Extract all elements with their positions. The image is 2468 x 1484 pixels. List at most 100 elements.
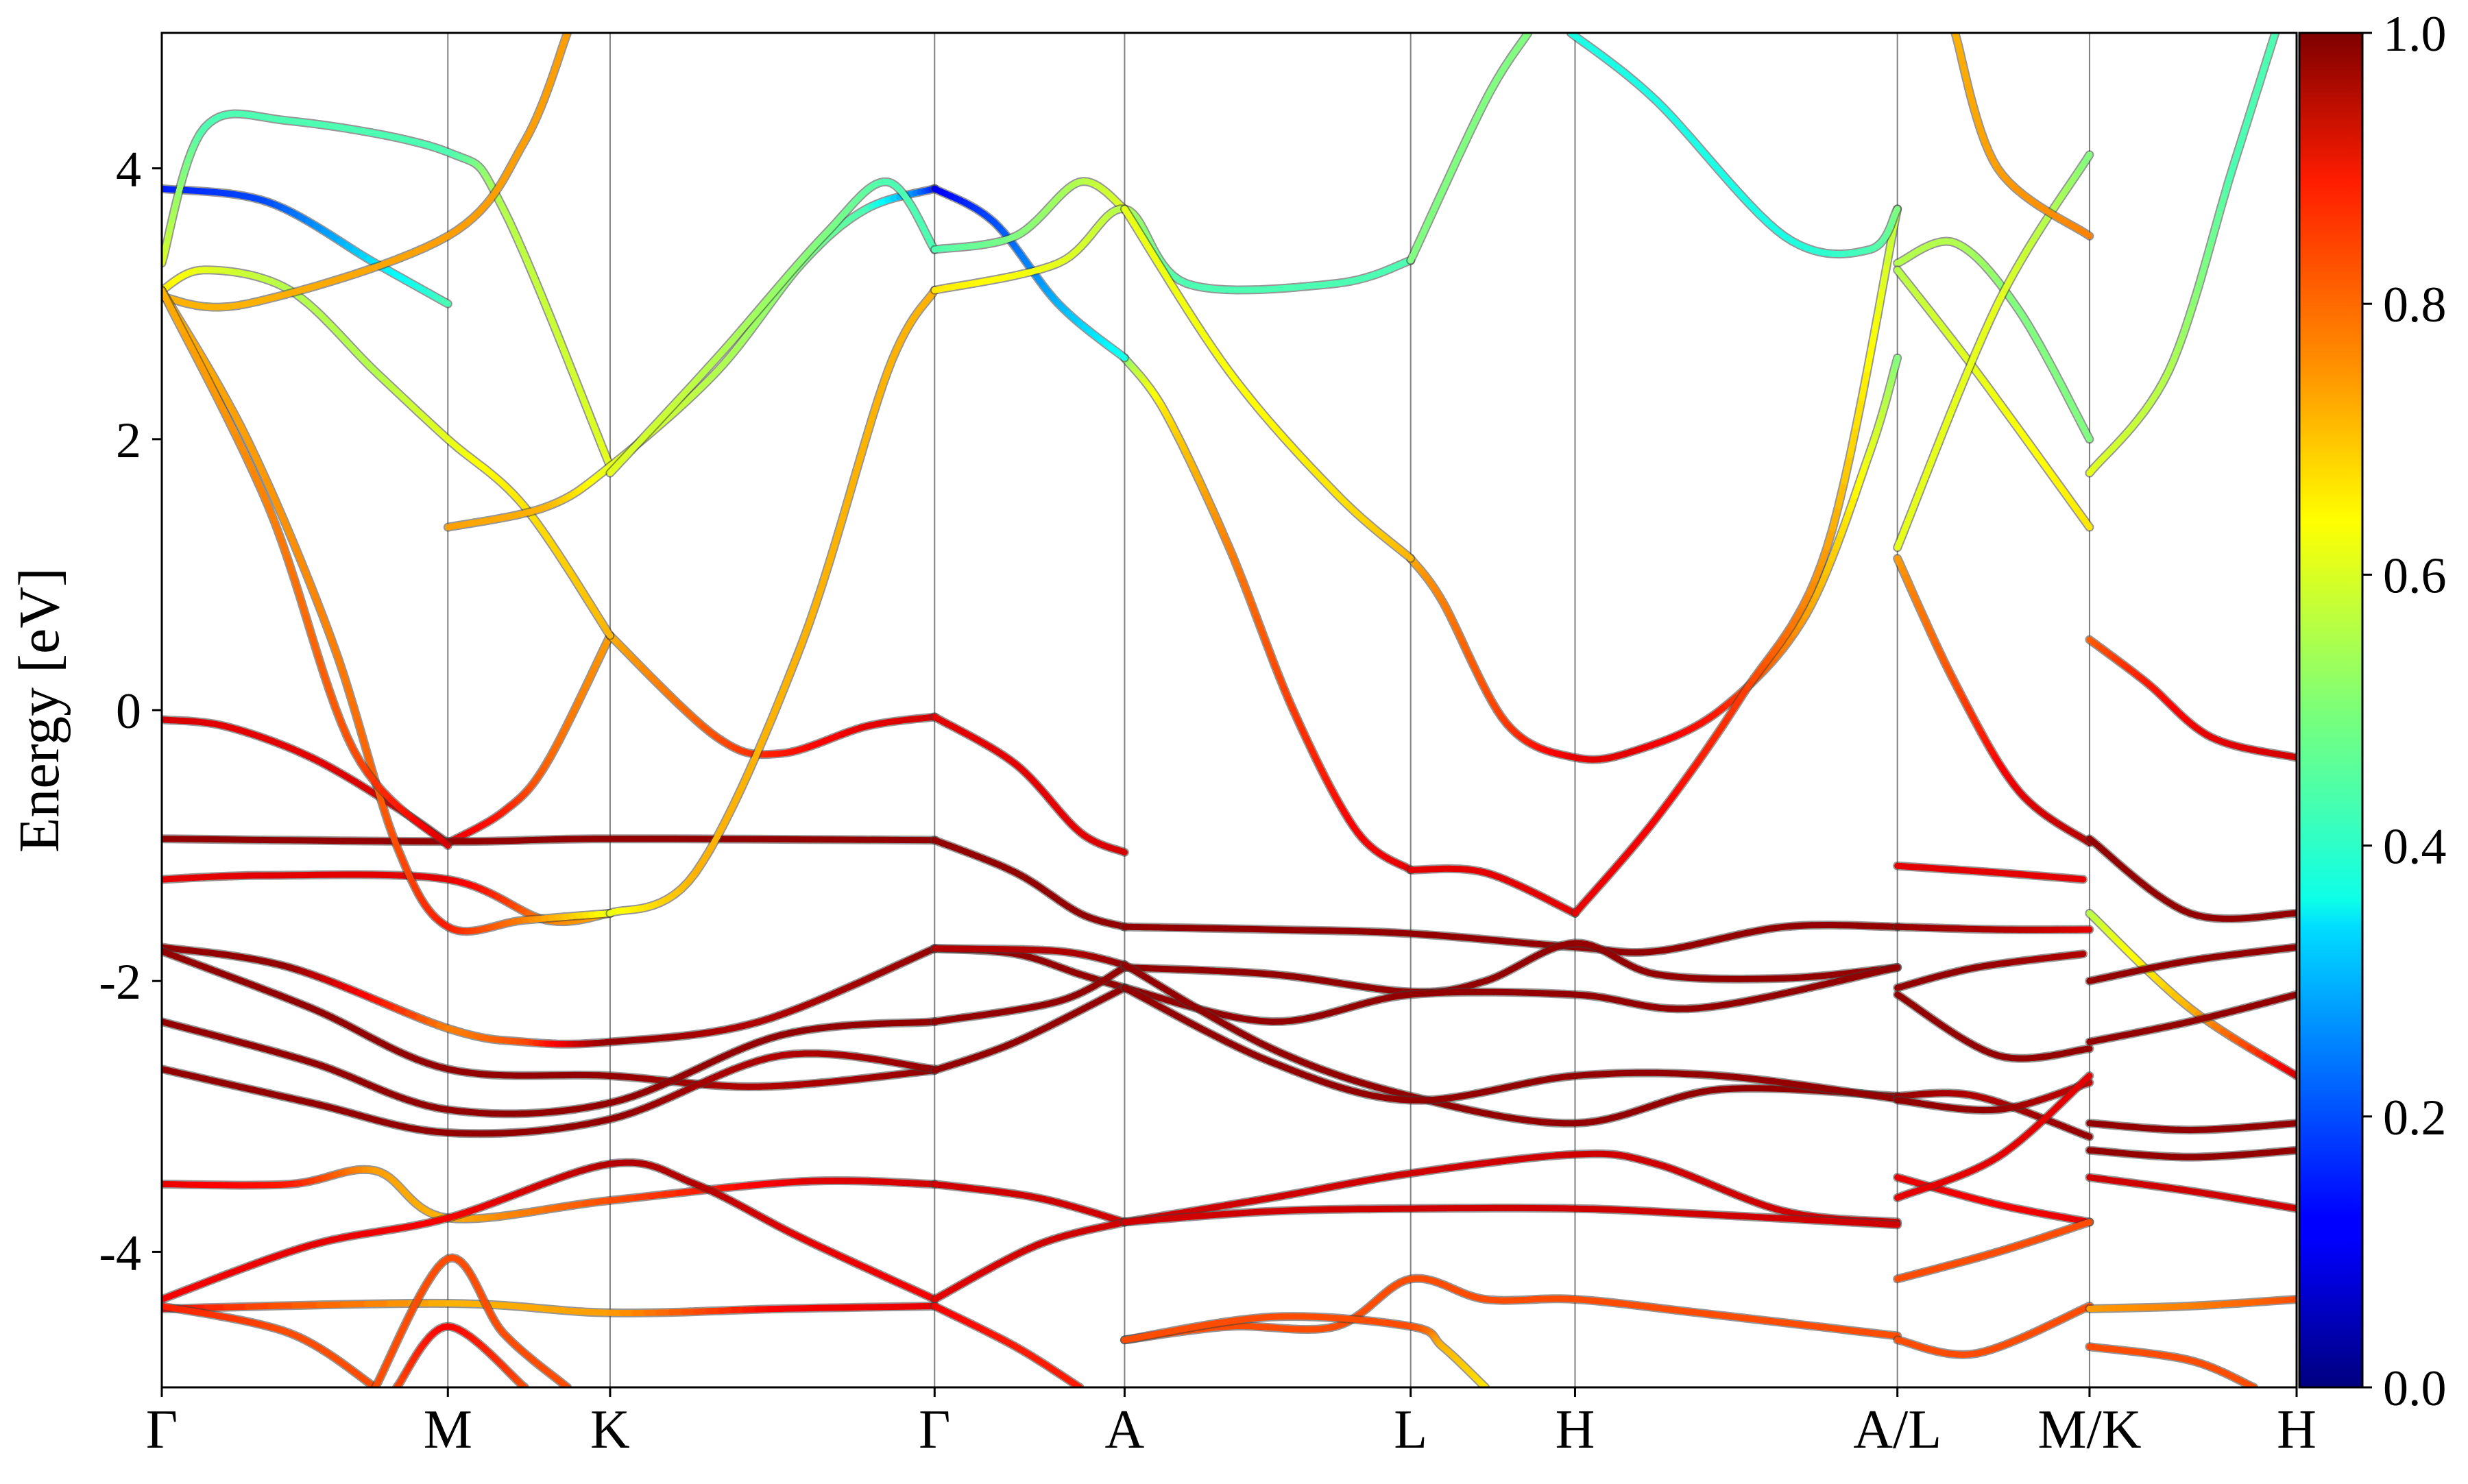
band-segment [1959, 374, 1967, 394]
colorbar-tick-label: 0.0 [2383, 1361, 2447, 1417]
y-tick-label: -2 [99, 954, 141, 1010]
band-outline [1124, 358, 1410, 870]
band-series [934, 988, 1124, 1071]
band-series [162, 1054, 934, 1134]
band-series [162, 839, 934, 842]
band-series [1124, 1278, 1897, 1340]
band-segment [1889, 967, 1898, 969]
band-segment [2086, 1222, 2090, 1224]
band-outline [934, 1222, 1124, 1300]
x-tick-label: M [424, 1400, 472, 1460]
band-segment [2085, 234, 2090, 236]
colorbar-gradient [2299, 33, 2362, 1387]
band-outline [2090, 33, 2275, 473]
band-series [2090, 1300, 2297, 1309]
band-segment [445, 302, 448, 304]
band-series [1898, 995, 2090, 1058]
band-series [2090, 1150, 2297, 1157]
band-outline [162, 1306, 375, 1387]
band-series [1575, 209, 1898, 914]
band-series [1898, 927, 2090, 929]
band-segment [569, 363, 578, 385]
band-segment [1123, 851, 1125, 852]
x-tick-label: A/L [1853, 1400, 1941, 1460]
band-outline [448, 635, 610, 842]
band-series [1124, 925, 1897, 953]
band-series [934, 840, 1124, 927]
band-segment [1889, 1224, 1898, 1225]
band-series [934, 182, 1124, 250]
band-outline [162, 720, 448, 843]
band-outline [934, 182, 1124, 250]
colorbar-tick-label: 0.4 [2383, 819, 2447, 875]
y-tick-label: 2 [116, 413, 141, 469]
band-segment [809, 604, 816, 624]
colorbar-tick-label: 0.8 [2383, 277, 2447, 333]
band-segment [1896, 209, 1898, 211]
band-segment [1934, 435, 1942, 456]
band-series [2090, 1347, 2254, 1387]
band-series [1898, 559, 2090, 843]
band-series [2090, 947, 2297, 981]
colorbar-tick-label: 1.0 [2383, 6, 2447, 62]
band-segment [1883, 263, 1887, 287]
y-tick-label: -4 [99, 1225, 141, 1281]
band-outline [1124, 209, 1410, 559]
band-series [1898, 241, 2090, 439]
band-series [1411, 33, 1528, 260]
band-lines [162, 33, 2297, 1387]
band-series [2090, 1123, 2297, 1130]
band-segment [816, 583, 823, 604]
band-outline [162, 270, 610, 636]
band-series [162, 1303, 934, 1313]
band-segment [1896, 358, 1898, 361]
band-segment [319, 1304, 343, 1305]
colorbar-tick-label: 0.6 [2383, 548, 2447, 604]
band-outline [1124, 1278, 1897, 1340]
band-segment [560, 341, 569, 364]
band-series [1898, 1306, 2090, 1354]
x-tick-label: M/K [2037, 1400, 2141, 1460]
band-series [934, 717, 1124, 853]
x-tick-label: Γ [919, 1400, 950, 1460]
band-segment [1407, 556, 1410, 559]
band-segment [295, 1305, 319, 1306]
band-segment [542, 297, 551, 319]
band-series [1124, 358, 1410, 870]
band-segment [226, 1306, 248, 1307]
band-segment [2079, 954, 2083, 955]
band-segment [1942, 415, 1950, 435]
band-series [2090, 913, 2297, 1075]
band-segment [2087, 434, 2090, 439]
band-series [934, 1184, 1124, 1222]
y-tick-label: 4 [116, 142, 141, 198]
band-segment [2086, 1076, 2090, 1080]
x-tick-label: H [1556, 1400, 1595, 1460]
band-outline [934, 717, 1124, 853]
band-series [162, 33, 568, 307]
colorbar: 0.0 0.2 0.4 0.6 0.8 1.0 [2299, 6, 2447, 1417]
colorbar-tick-label: 0.2 [2383, 1090, 2447, 1146]
y-tick-label: 0 [116, 683, 141, 740]
band-series [1124, 988, 1897, 1100]
band-series [610, 635, 934, 754]
band-segment [533, 276, 542, 297]
band-series [1898, 1222, 2090, 1279]
band-segment [1122, 356, 1125, 358]
band-segment [1950, 394, 1959, 415]
band-segment [578, 385, 586, 406]
band-outline [2090, 1347, 2254, 1387]
band-segment [2086, 155, 2090, 161]
band-segment [1926, 455, 1934, 474]
band-series [2090, 640, 2297, 757]
band-series [1124, 943, 1897, 992]
band-outline [1575, 209, 1898, 914]
band-segment [444, 842, 448, 846]
band-segment [2085, 1135, 2090, 1137]
band-series [1571, 33, 1898, 254]
band-outline [1898, 559, 2090, 843]
band-series [1124, 209, 1410, 559]
band-series [610, 290, 934, 913]
